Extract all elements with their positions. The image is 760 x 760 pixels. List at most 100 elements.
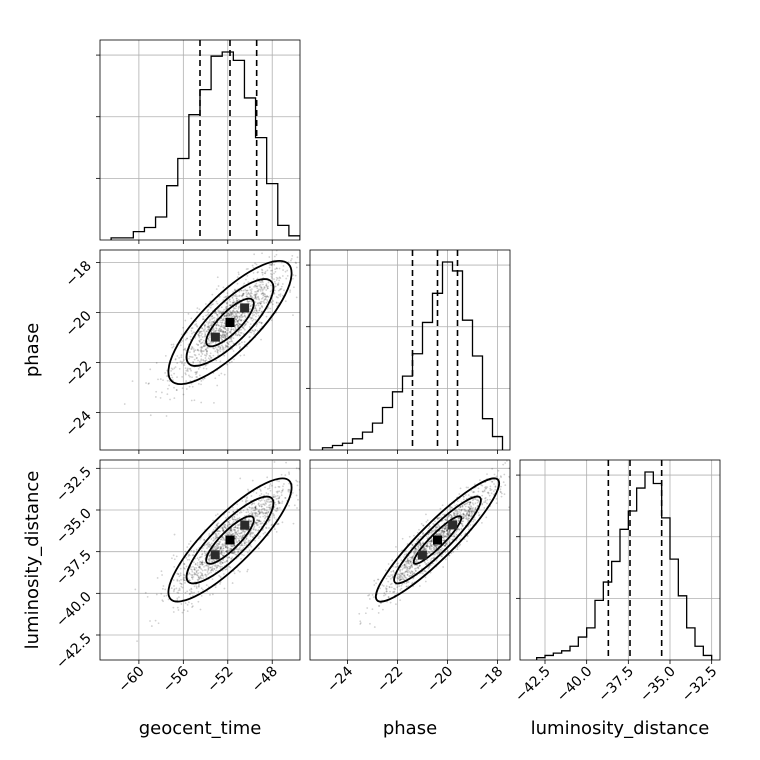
sample-point: [455, 518, 457, 521]
sample-point: [265, 502, 267, 505]
sample-point: [260, 322, 263, 325]
sample-point: [249, 533, 251, 536]
sample-point: [409, 572, 412, 575]
sample-point: [235, 310, 238, 312]
sample-point: [211, 560, 214, 563]
sample-point: [185, 556, 188, 559]
sample-point: [218, 565, 221, 568]
sample-point: [472, 503, 475, 506]
sample-point: [255, 505, 257, 508]
sample-point: [257, 503, 260, 506]
sample-point: [480, 521, 483, 524]
sample-point: [469, 507, 472, 510]
sample-point: [229, 330, 232, 333]
sample-point: [197, 367, 200, 370]
sample-point: [232, 528, 235, 531]
sample-point: [190, 590, 193, 593]
sample-point: [262, 497, 265, 500]
sample-point: [439, 549, 442, 551]
sample-point: [225, 302, 228, 305]
sample-point: [230, 528, 233, 531]
sample-point: [248, 302, 251, 305]
sample-point: [232, 520, 235, 523]
sample-point: [282, 269, 284, 271]
sample-point: [405, 561, 408, 563]
sample-point: [170, 587, 173, 590]
sample-point: [419, 542, 422, 545]
sample-point: [257, 314, 260, 317]
sample-point: [267, 520, 270, 523]
sample-point: [192, 565, 194, 568]
sample-point: [235, 548, 238, 550]
sample-point: [411, 544, 414, 546]
sample-point: [469, 501, 472, 504]
sample-point: [214, 346, 217, 349]
sample-point: [266, 307, 269, 310]
sample-point: [364, 612, 367, 615]
sample-point: [222, 333, 225, 335]
sample-point: [259, 284, 262, 286]
sample-point: [494, 486, 497, 488]
sample-point: [466, 518, 469, 521]
sample-point: [231, 533, 234, 535]
sample-point: [404, 565, 407, 568]
sample-point: [263, 520, 266, 523]
sample-point: [193, 566, 196, 569]
sample-point: [232, 350, 235, 352]
sample-point: [197, 579, 200, 582]
sample-point: [217, 324, 220, 327]
density-cell: [210, 332, 220, 342]
sample-point: [432, 557, 435, 560]
sample-point: [237, 311, 240, 314]
sample-point: [270, 264, 273, 266]
sample-point: [270, 269, 272, 272]
sample-point: [260, 522, 263, 525]
sample-point: [213, 559, 216, 562]
sample-point: [495, 475, 498, 478]
sample-point: [247, 267, 249, 270]
sample-point: [193, 353, 196, 356]
sample-point: [437, 532, 440, 535]
sample-point: [258, 509, 260, 512]
sample-point: [256, 521, 259, 524]
sample-point: [220, 538, 223, 541]
sample-point: [435, 533, 438, 535]
sample-point: [251, 312, 254, 315]
sample-point: [242, 292, 245, 295]
sample-point: [200, 594, 203, 597]
sample-point: [465, 515, 468, 518]
sample-point: [237, 534, 240, 537]
sample-point: [273, 255, 276, 258]
sample-point: [200, 334, 202, 337]
sample-point: [232, 315, 234, 318]
sample-point: [229, 533, 231, 536]
sample-point: [229, 340, 232, 343]
sample-point: [441, 530, 444, 533]
sample-point: [236, 541, 239, 543]
sample-point: [259, 290, 262, 292]
sample-point: [155, 390, 158, 393]
sample-point: [236, 526, 238, 529]
sample-point: [276, 479, 279, 482]
sample-point: [198, 308, 201, 311]
sample-point: [215, 524, 218, 527]
sample-point: [481, 494, 484, 497]
sample-point: [387, 580, 390, 583]
sample-point: [422, 524, 425, 527]
sample-point: [229, 529, 232, 532]
sample-point: [468, 515, 470, 517]
sample-point: [217, 545, 219, 548]
sample-point: [467, 509, 469, 512]
sample-point: [245, 537, 248, 540]
sample-point: [385, 577, 388, 580]
sample-point: [221, 543, 224, 545]
sample-point: [262, 296, 264, 299]
sample-point: [198, 339, 201, 342]
sample-point: [226, 302, 228, 305]
sample-point: [222, 330, 224, 332]
sample-point: [295, 296, 298, 299]
sample-point: [400, 574, 402, 577]
sample-point: [223, 315, 226, 318]
sample-point: [406, 558, 409, 561]
sample-point: [481, 502, 484, 505]
